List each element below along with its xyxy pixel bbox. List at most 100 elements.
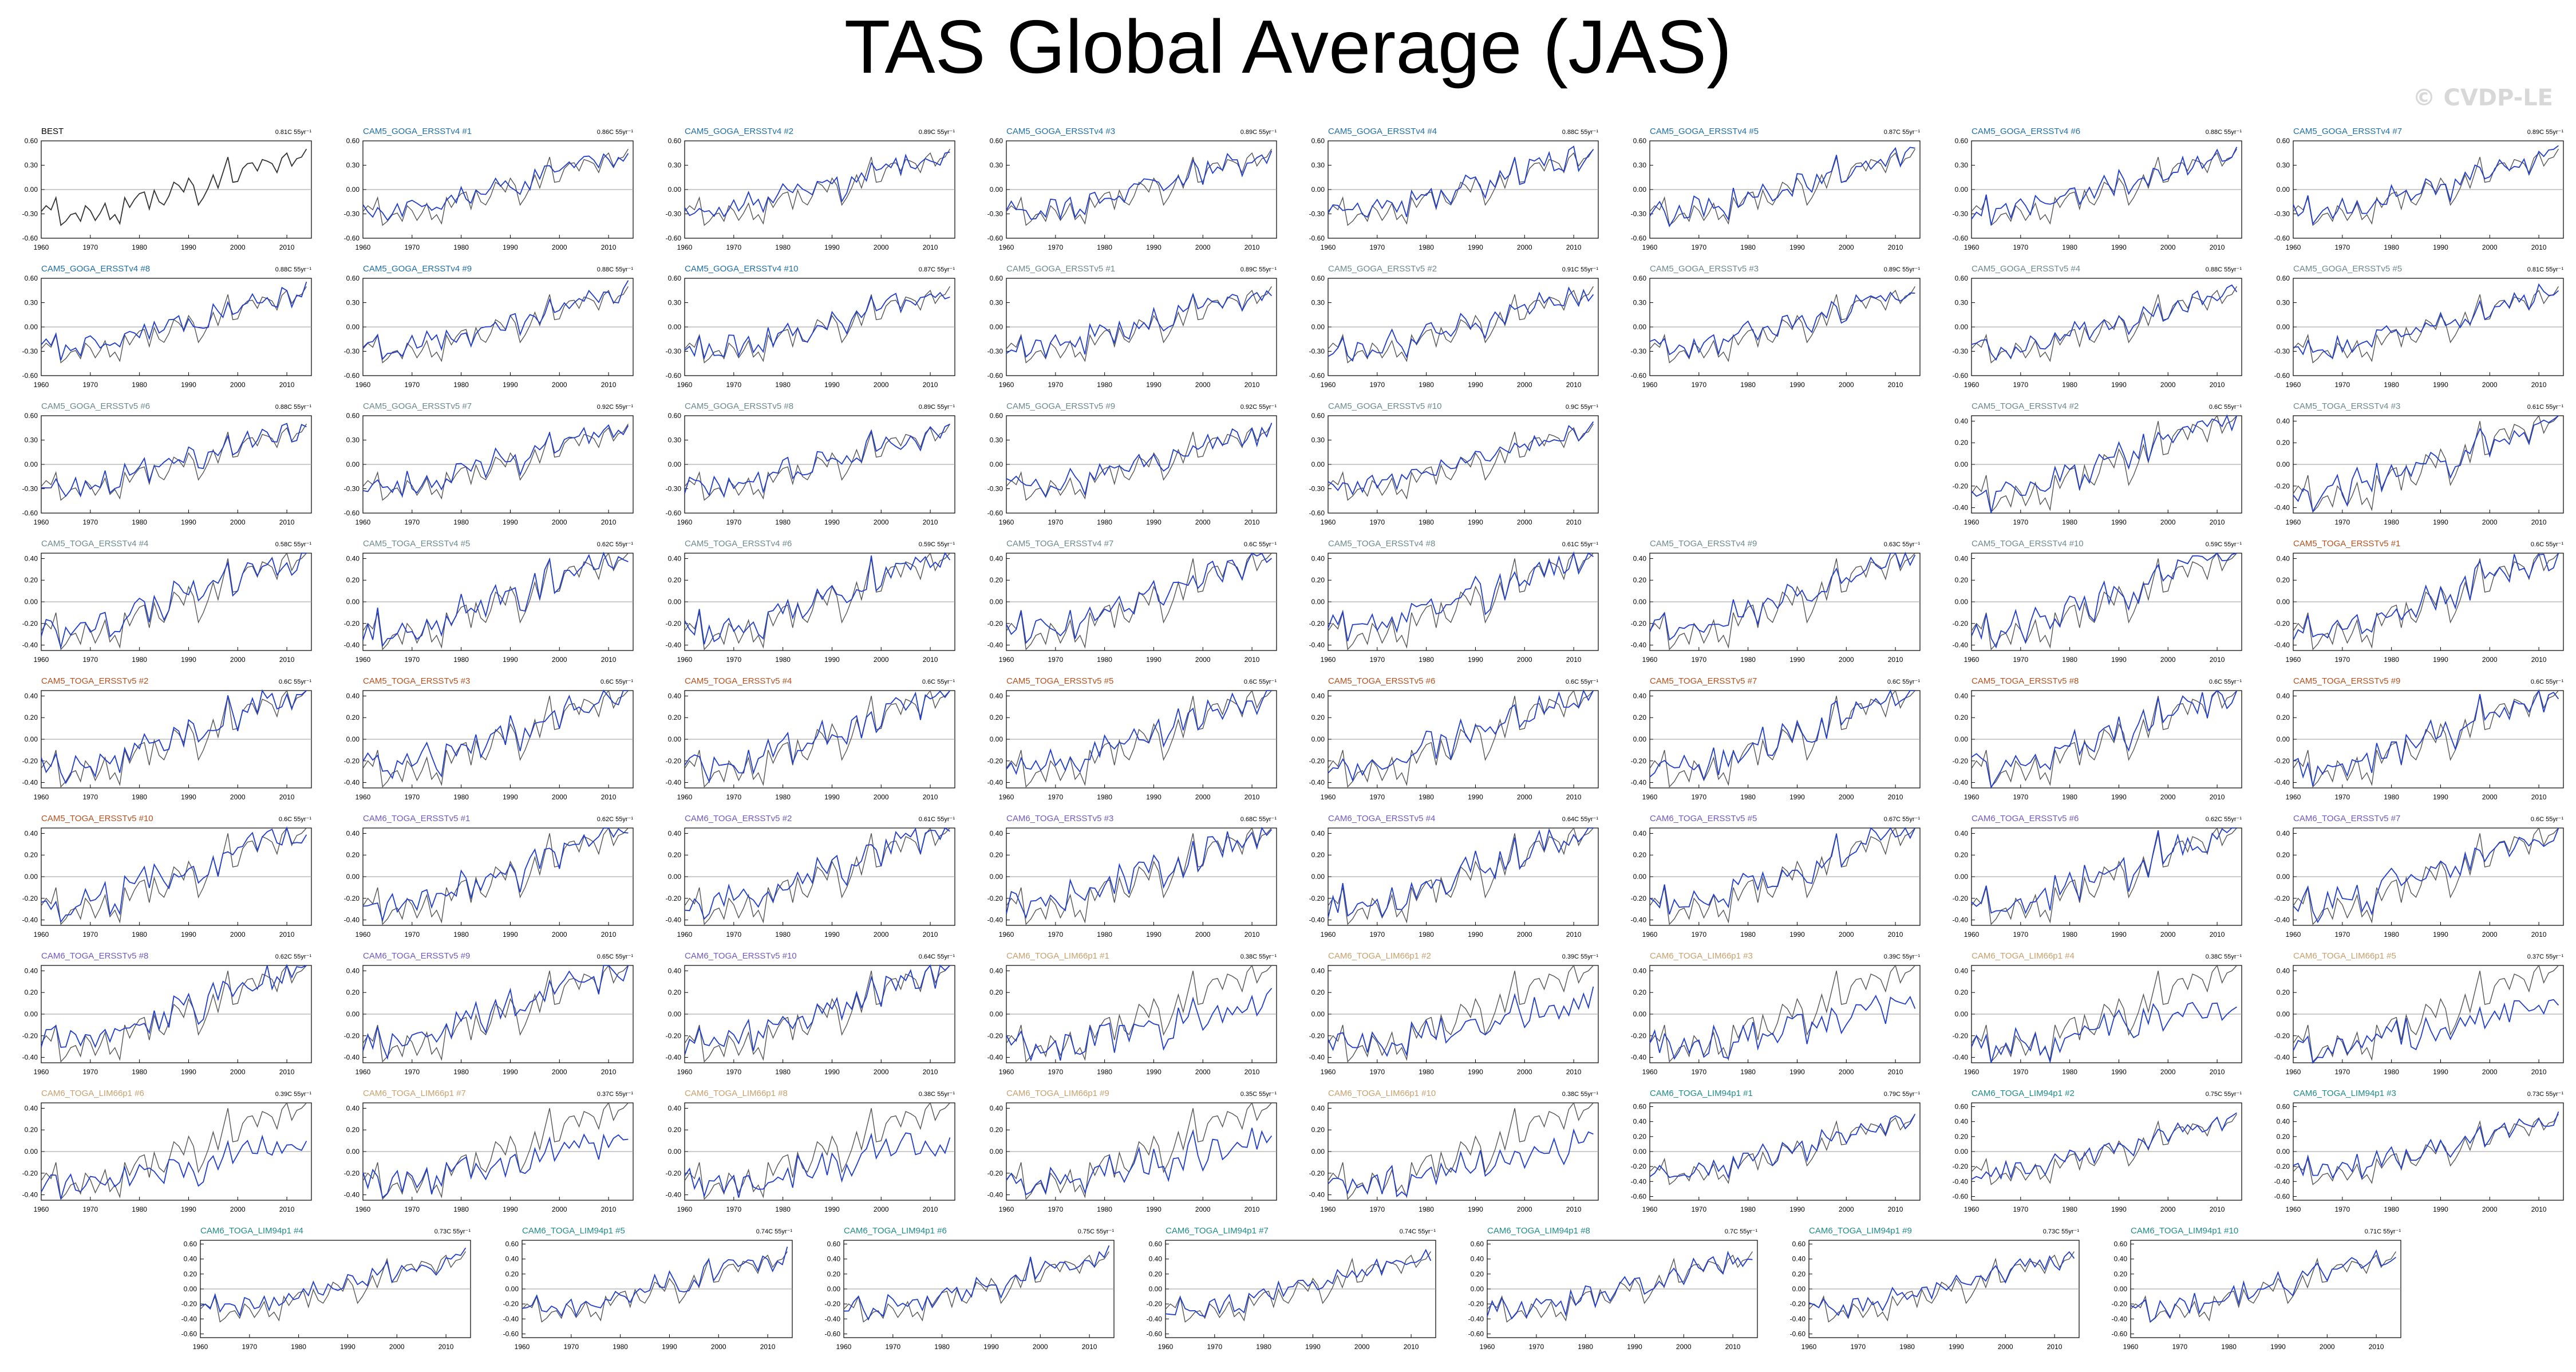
- x-tick-label: 2000: [230, 518, 246, 526]
- y-tick-label: 0.60: [1955, 1103, 1969, 1111]
- y-tick-label: 0.40: [1955, 829, 1969, 837]
- y-tick-label: 0.20: [2277, 1133, 2290, 1141]
- x-tick-label: 2000: [2160, 656, 2176, 664]
- x-tick-label: 1960: [999, 518, 1014, 526]
- panel-trend: 0.61C 55yr⁻¹: [1562, 541, 1599, 548]
- y-tick-label: 0.40: [346, 829, 360, 837]
- panel-title: CAM5_GOGA_ERSSTv5 #10: [1328, 401, 1441, 411]
- observation-line: [1971, 827, 2237, 925]
- x-tick-label: 1960: [999, 793, 1014, 801]
- panel-title: CAM6_TOGA_LIM66p1 #8: [685, 1089, 788, 1098]
- y-tick-label: 0.00: [2277, 1010, 2290, 1018]
- x-tick-label: 1970: [726, 243, 741, 251]
- panel-trend: 0.6C 55yr⁻¹: [1244, 541, 1277, 548]
- x-tick-label: 1990: [2433, 1068, 2448, 1076]
- y-tick-label: -0.60: [1631, 1192, 1647, 1200]
- y-tick-label: 0.00: [990, 460, 1003, 468]
- x-tick-label: 1990: [1305, 1343, 1321, 1351]
- y-tick-label: -0.60: [2274, 372, 2290, 380]
- panel-title: CAM6_TOGA_LIM94p1 #1: [1650, 1089, 1753, 1098]
- y-tick-label: 0.20: [1633, 576, 1647, 584]
- panel-trend: 0.6C 55yr⁻¹: [2531, 816, 2563, 823]
- x-tick-label: 1980: [1419, 243, 1434, 251]
- y-tick-label: 0.40: [1311, 967, 1325, 975]
- x-tick-label: 1960: [355, 381, 371, 389]
- x-tick-label: 1970: [726, 1068, 741, 1076]
- x-tick-label: 1970: [563, 1343, 579, 1351]
- model-line: [684, 552, 951, 645]
- y-tick-label: -0.30: [666, 485, 682, 493]
- panel: CAM6_TOGA_LIM66p1 #9 0.35C 55yr⁻¹ 0.40 0.20…: [987, 1089, 1277, 1213]
- x-tick-label: 2000: [1517, 1205, 1532, 1213]
- y-tick-label: 0.40: [1633, 554, 1647, 562]
- x-tick-label: 1960: [1642, 931, 1658, 939]
- x-tick-label: 2010: [2210, 931, 2225, 939]
- observation-line: [1487, 1251, 1753, 1323]
- model-line: [2293, 283, 2559, 359]
- y-tick-label: -0.40: [987, 1054, 1003, 1062]
- x-tick-label: 1990: [1789, 656, 1805, 664]
- x-tick-label: 2010: [1244, 518, 1260, 526]
- y-tick-label: -0.40: [2274, 1177, 2290, 1185]
- y-tick-label: -0.40: [987, 641, 1003, 649]
- observation-line: [1649, 286, 1915, 364]
- x-tick-label: 2000: [874, 931, 889, 939]
- panel: CAM6_TOGA_ERSSTv5 #8 0.62C 55yr⁻¹ 0.40 0.20…: [22, 951, 312, 1076]
- panel-title: CAM6_TOGA_LIM66p1 #9: [1006, 1089, 1109, 1098]
- y-tick-label: 0.00: [1955, 598, 1969, 606]
- y-tick-label: -0.40: [344, 1191, 360, 1199]
- y-tick-label: -0.40: [1309, 641, 1325, 649]
- x-tick-label: 1980: [132, 381, 147, 389]
- y-tick-label: 0.20: [346, 576, 360, 584]
- y-tick-label: 0.00: [25, 1148, 38, 1156]
- panel: CAM5_GOGA_ERSSTv5 #6 0.88C 55yr⁻¹ 0.60 0.30…: [22, 401, 312, 526]
- y-tick-label: -0.30: [1631, 348, 1647, 356]
- y-tick-label: -0.40: [1309, 1054, 1325, 1062]
- x-tick-label: 1990: [2433, 381, 2448, 389]
- y-tick-label: 0.00: [1633, 598, 1647, 606]
- y-tick-label: 0.60: [2277, 137, 2290, 145]
- panel-trend: 0.6C 55yr⁻¹: [2209, 679, 2242, 685]
- y-tick-label: -0.20: [1631, 757, 1647, 765]
- x-tick-label: 2010: [2210, 1068, 2225, 1076]
- observation-line: [1006, 827, 1272, 925]
- x-tick-label: 1970: [1691, 931, 1706, 939]
- panel-title: CAM5_GOGA_ERSSTv4 #5: [1650, 127, 1759, 136]
- panel: CAM6_TOGA_LIM66p1 #7 0.37C 55yr⁻¹ 0.40 0.20…: [344, 1089, 634, 1213]
- observation-line: [1327, 552, 1594, 650]
- x-tick-label: 1990: [1468, 793, 1483, 801]
- y-tick-label: -0.40: [1631, 1054, 1647, 1062]
- panel-trend: 0.6C 55yr⁻¹: [1887, 679, 1920, 685]
- x-tick-label: 1960: [34, 381, 49, 389]
- panel-title: CAM5_GOGA_ERSSTv5 #2: [1328, 264, 1437, 274]
- y-tick-label: -0.20: [987, 1169, 1003, 1177]
- y-tick-label: 0.20: [1471, 1270, 1484, 1278]
- y-tick-label: 0.40: [1311, 829, 1325, 837]
- x-tick-label: 1970: [1207, 1343, 1222, 1351]
- y-tick-label: 0.00: [1633, 186, 1647, 194]
- y-tick-label: -0.40: [666, 916, 682, 924]
- observation-line: [2293, 827, 2559, 925]
- panel: CAM5_TOGA_ERSSTv4 #10 0.59C 55yr⁻¹ 0.40 0.2…: [1953, 539, 2242, 664]
- y-tick-label: -0.30: [2274, 210, 2290, 218]
- y-tick-label: 0.20: [1955, 851, 1969, 859]
- model-line: [1006, 290, 1273, 359]
- y-tick-label: -0.20: [1147, 1300, 1163, 1308]
- panel-title: CAM6_TOGA_ERSSTv5 #2: [685, 814, 792, 823]
- model-line: [1649, 689, 1915, 781]
- x-tick-label: 1980: [453, 793, 469, 801]
- observation-line: [1808, 1251, 2075, 1323]
- x-tick-label: 1960: [355, 931, 371, 939]
- y-tick-label: 0.20: [2277, 851, 2290, 859]
- observation-line: [1649, 148, 1915, 226]
- y-tick-label: -0.30: [987, 210, 1003, 218]
- x-tick-label: 2010: [279, 793, 295, 801]
- panel-title: CAM5_TOGA_ERSSTv4 #5: [363, 539, 470, 549]
- observation-line: [1649, 552, 1915, 650]
- x-tick-label: 1960: [34, 1205, 49, 1213]
- x-tick-label: 1960: [1964, 1068, 1980, 1076]
- y-tick-label: -0.20: [1309, 1032, 1325, 1040]
- y-tick-label: -0.40: [22, 1191, 38, 1199]
- y-tick-label: 0.40: [1955, 1118, 1969, 1126]
- x-tick-label: 2000: [1676, 1343, 1692, 1351]
